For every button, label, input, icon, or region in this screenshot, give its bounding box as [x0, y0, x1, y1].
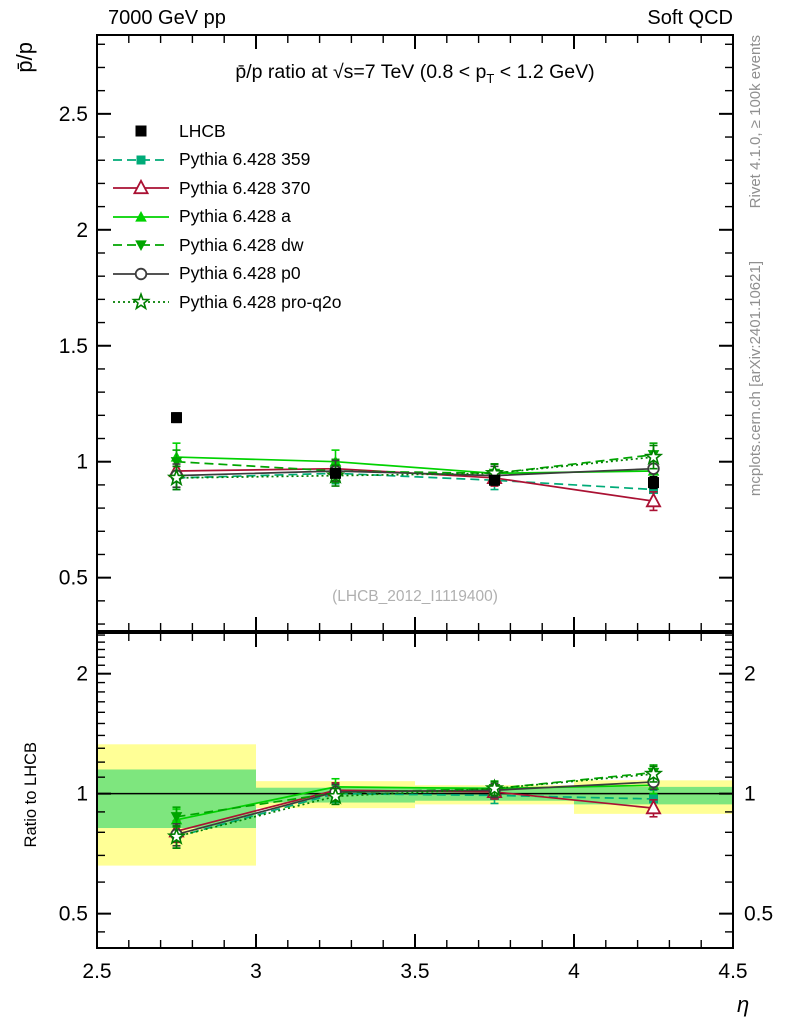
svg-text:0.5: 0.5	[59, 567, 88, 590]
svg-text:2.5: 2.5	[82, 960, 111, 983]
svg-text:3.5: 3.5	[400, 960, 429, 983]
legend-marker-a-icon	[113, 210, 169, 222]
legend-label: Pythia 6.428 p0	[179, 263, 301, 284]
legend-item-pythia-p0: Pythia 6.428 p0	[112, 260, 341, 289]
x-axis-label: η	[737, 992, 750, 1017]
analysis-id-watermark: (LHCB_2012_I1119400)	[332, 588, 498, 605]
ratio-y-axis-label: Ratio to LHCB	[22, 742, 40, 848]
legend-marker-370-icon	[113, 179, 169, 195]
plot-title-subscript: T	[486, 70, 495, 86]
legend-marker-dw-icon	[113, 240, 169, 252]
svg-text:2: 2	[744, 663, 756, 686]
legend-marker-359-icon	[113, 155, 169, 165]
legend-label: LHCB	[179, 120, 226, 141]
svg-text:0.5: 0.5	[744, 903, 773, 926]
legend-label: Pythia 6.428 dw	[179, 234, 304, 255]
svg-text:2: 2	[76, 219, 88, 242]
svg-text:3: 3	[250, 960, 262, 983]
beam-energy-label: 7000 GeV pp	[108, 7, 226, 29]
plot-title: p̄/p ratio at √s=7 TeV (0.8 < pT < 1.2 G…	[97, 61, 733, 86]
rivet-version-label: Rivet 4.1.0, ≥ 100k events	[747, 35, 764, 209]
legend-marker-p0-icon	[113, 267, 169, 280]
legend-item-pythia-dw: Pythia 6.428 dw	[112, 231, 341, 260]
svg-text:1: 1	[744, 783, 756, 806]
process-group-label: Soft QCD	[647, 7, 733, 29]
svg-text:4.5: 4.5	[718, 960, 747, 983]
main-y-axis-label: p̄/p	[12, 42, 37, 73]
plot-title-post: < 1.2 GeV)	[494, 61, 595, 83]
svg-text:4: 4	[568, 960, 580, 983]
legend-label: Pythia 6.428 pro-q2o	[179, 291, 342, 312]
legend-marker-pro-q2o-icon	[113, 292, 169, 311]
svg-text:1.5: 1.5	[59, 335, 88, 358]
legend-label: Pythia 6.428 a	[179, 206, 291, 227]
svg-text:2.5: 2.5	[59, 103, 88, 126]
svg-text:0.5: 0.5	[59, 903, 88, 926]
legend-label: Pythia 6.428 359	[179, 149, 311, 170]
legend-item-pythia-pro-q2o: Pythia 6.428 pro-q2o	[112, 288, 341, 317]
legend-item-pythia-370: Pythia 6.428 370	[112, 174, 341, 203]
legend: LHCB Pythia 6.428 359 Pythia 6.428 370 P…	[112, 117, 341, 317]
legend-marker-lhcb-icon	[135, 125, 147, 137]
svg-text:1: 1	[76, 783, 88, 806]
plot-title-pre: p̄/p ratio at √s=7 TeV (0.8 < p	[235, 61, 487, 83]
svg-text:1: 1	[76, 451, 88, 474]
mcplots-reference-label: mcplots.cern.ch [arXiv:2401.10621]	[747, 261, 764, 497]
legend-item-pythia-359: Pythia 6.428 359	[112, 146, 341, 175]
legend-item-lhcb: LHCB	[112, 117, 341, 146]
legend-label: Pythia 6.428 370	[179, 177, 311, 198]
svg-text:2: 2	[76, 663, 88, 686]
legend-item-pythia-a: Pythia 6.428 a	[112, 203, 341, 232]
